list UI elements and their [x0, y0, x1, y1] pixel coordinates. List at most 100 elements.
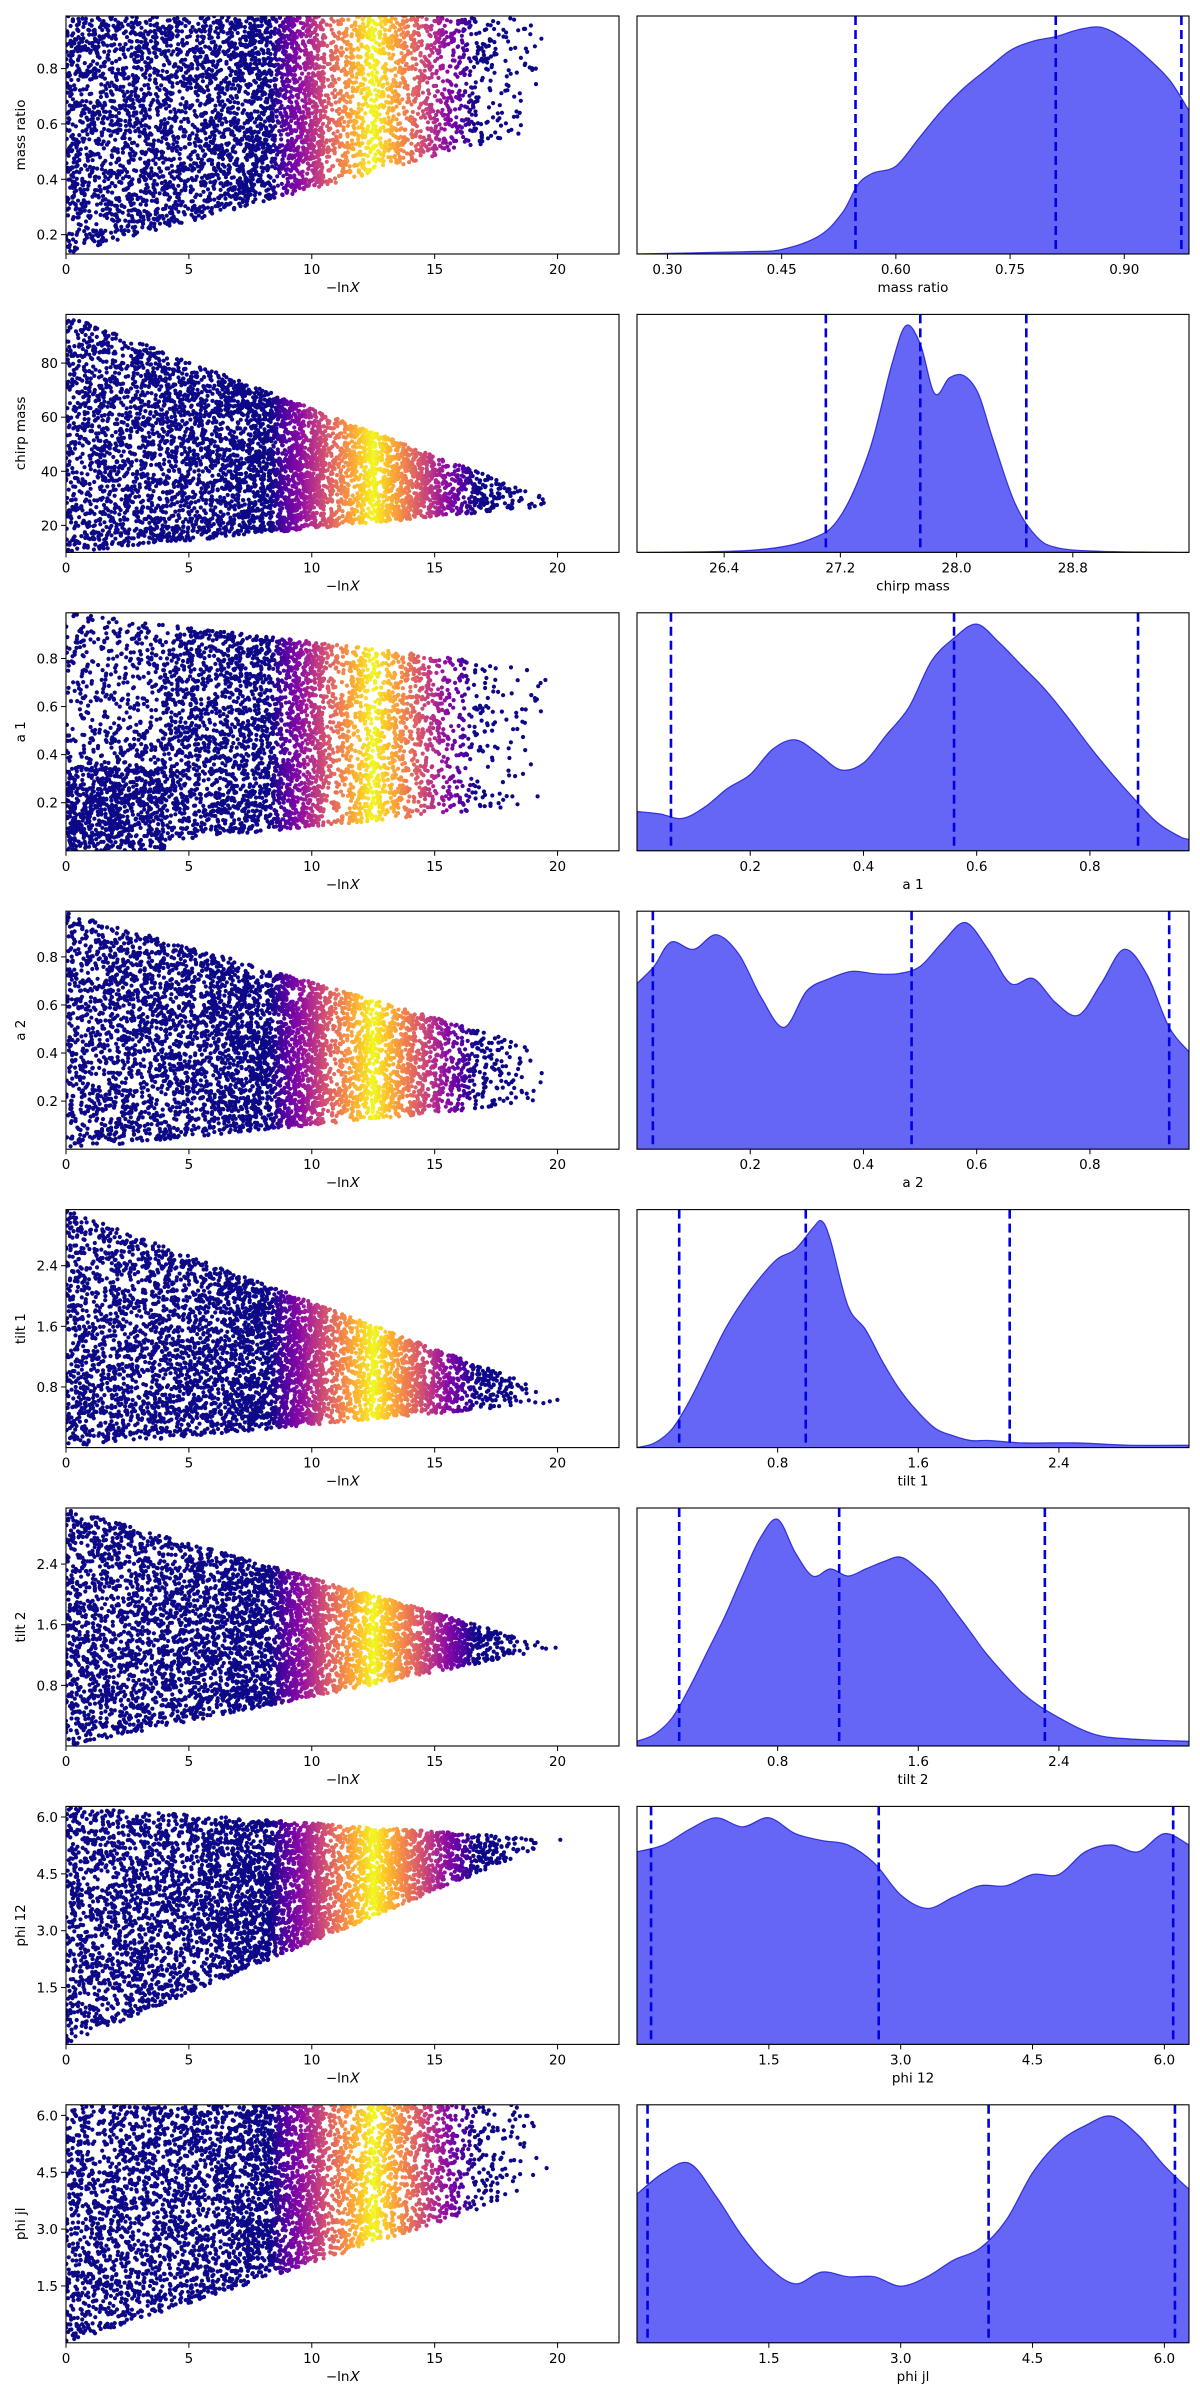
density-axes-4: [636, 1209, 1190, 1449]
scatter-4-xtick-label-4: 20: [549, 1456, 566, 1472]
scatter-5-xlabel: −ln𝑋: [326, 1772, 361, 1788]
scatter-2-ytick-label-2: 0.6: [37, 700, 58, 716]
density-1-xtick-label-2: 28.0: [942, 560, 972, 576]
density-area-5: [637, 1518, 1189, 1746]
scatter-6-xtick-label-3: 15: [426, 2052, 443, 2068]
scatter-3-xlabel: −ln𝑋: [326, 1175, 361, 1191]
scatter-1-xlabel: −ln𝑋: [326, 578, 361, 594]
scatter-7-ylabel: phi jl: [13, 2207, 29, 2240]
density-1-xtick-label-1: 27.2: [825, 560, 855, 576]
density-0-xtick-label-0: 0.30: [652, 262, 682, 278]
scatter-5-ytick-label-2: 2.4: [37, 1557, 58, 1573]
density-area-4: [637, 1219, 1189, 1448]
density-6-xlabel: phi 12: [892, 2070, 934, 2086]
scatter-2-ytick-label-0: 0.2: [37, 796, 58, 812]
density-2-xtick-label-2: 0.6: [966, 859, 987, 875]
scatter-4-xtick-label-2: 10: [303, 1456, 320, 1472]
scatter-points-1: [66, 318, 546, 553]
scatter-6-ytick-label-1: 3.0: [37, 1924, 58, 1940]
density-0-xtick-label-1: 0.45: [767, 262, 797, 278]
density-2-xlabel: a 1: [902, 877, 923, 893]
scatter-panel-2: 0.2 0.4 0.6 0.8 a 1 0 5 10 15 20 −ln𝑋: [13, 612, 620, 893]
density-7-xtick-label-3: 6.0: [1154, 2351, 1175, 2367]
density-4-xlabel: tilt 1: [898, 1474, 929, 1490]
scatter-points-7: [66, 2104, 549, 2343]
scatter-5-ylabel: tilt 2: [13, 1612, 29, 1643]
density-2-xtick-label-0: 0.2: [739, 859, 760, 875]
scatter-axes-6: [65, 1805, 620, 2045]
scatter-axes-7: [65, 2104, 620, 2344]
density-7-xlabel: phi jl: [897, 2369, 930, 2385]
density-5-xtick-label-1: 1.6: [908, 1754, 929, 1770]
scatter-2-xtick-label-0: 0: [62, 859, 71, 875]
scatter-1-xtick-label-1: 5: [185, 560, 194, 576]
scatter-7-xtick-label-1: 5: [185, 2351, 194, 2367]
scatter-points-6: [66, 1806, 563, 2044]
density-5-xtick-label-2: 2.4: [1048, 1754, 1069, 1770]
scatter-1-ytick-label-1: 40: [41, 464, 58, 480]
scatter-3-xtick-label-2: 10: [303, 1157, 320, 1173]
density-panel-2: 0.2 0.4 0.6 0.8 a 1: [636, 612, 1190, 893]
density-0-xlabel: mass ratio: [878, 280, 949, 296]
scatter-axes-5: [65, 1507, 620, 1747]
scatter-3-xtick-label-3: 15: [426, 1157, 443, 1173]
scatter-axes-1: [65, 313, 620, 553]
scatter-7-xtick-label-4: 20: [549, 2351, 566, 2367]
scatter-points-4: [66, 1209, 560, 1447]
scatter-0-ytick-label-2: 0.6: [37, 117, 58, 133]
scatter-1-ytick-label-3: 80: [41, 356, 58, 372]
density-6-xtick-label-0: 1.5: [758, 2052, 779, 2068]
scatter-3-ytick-label-1: 0.4: [37, 1046, 58, 1062]
scatter-3-xtick-label-1: 5: [185, 1157, 194, 1173]
scatter-4-ytick-label-0: 0.8: [37, 1380, 58, 1396]
density-area-7: [637, 2115, 1189, 2343]
density-area-1: [637, 324, 1189, 553]
density-panel-3: 0.2 0.4 0.6 0.8 a 2: [636, 910, 1190, 1191]
scatter-0-ytick-label-0: 0.2: [37, 228, 58, 244]
scatter-1-ytick-label-2: 60: [41, 410, 58, 426]
density-3-xlabel: a 2: [902, 1175, 923, 1191]
scatter-3-ylabel: a 2: [13, 1020, 29, 1041]
density-3-xtick-label-1: 0.4: [853, 1157, 874, 1173]
scatter-5-xtick-label-1: 5: [185, 1754, 194, 1770]
density-panel-7: 1.5 3.0 4.5 6.0 phi jl: [636, 2104, 1190, 2385]
density-3-xtick-label-0: 0.2: [739, 1157, 760, 1173]
density-panel-1: 26.4 27.2 28.0 28.8 chirp mass: [636, 313, 1190, 594]
scatter-3-xtick-label-0: 0: [62, 1157, 71, 1173]
density-axes-3: [636, 910, 1190, 1150]
scatter-2-xtick-label-2: 10: [303, 859, 320, 875]
scatter-7-ytick-label-1: 3.0: [37, 2222, 58, 2238]
scatter-axes-3: [65, 910, 620, 1150]
scatter-0-ytick-label-1: 0.4: [37, 172, 58, 188]
scatter-2-xtick-label-3: 15: [426, 859, 443, 875]
scatter-0-ylabel: mass ratio: [13, 100, 29, 171]
scatter-4-xtick-label-3: 15: [426, 1456, 443, 1472]
density-axes-0: [636, 15, 1190, 255]
scatter-4-ylabel: tilt 1: [13, 1313, 29, 1344]
density-area-6: [637, 1817, 1189, 2045]
density-2-xtick-label-1: 0.4: [853, 859, 874, 875]
scatter-panel-0: 0.2 0.4 0.6 0.8 mass ratio 0 5 10 15 20 −ln𝑋: [13, 15, 620, 296]
scatter-3-xtick-label-4: 20: [549, 1157, 566, 1173]
scatter-6-ytick-label-3: 6.0: [37, 1810, 58, 1826]
density-1-xtick-label-3: 28.8: [1058, 560, 1088, 576]
scatter-3-ytick-label-3: 0.8: [37, 950, 58, 966]
scatter-6-xtick-label-2: 10: [303, 2052, 320, 2068]
scatter-5-xtick-label-3: 15: [426, 1754, 443, 1770]
scatter-4-xtick-label-0: 0: [62, 1456, 71, 1472]
scatter-0-ytick-label-3: 0.8: [37, 62, 58, 78]
density-3-xtick-label-2: 0.6: [966, 1157, 987, 1173]
density-panel-6: 1.5 3.0 4.5 6.0 phi 12: [636, 1805, 1190, 2086]
scatter-points-0: [66, 16, 544, 254]
density-5-xlabel: tilt 2: [898, 1772, 929, 1788]
scatter-4-xtick-label-1: 5: [185, 1456, 194, 1472]
scatter-0-xtick-label-1: 5: [185, 262, 194, 278]
scatter-6-xlabel: −ln𝑋: [326, 2070, 361, 2086]
scatter-3-ytick-label-0: 0.2: [37, 1094, 58, 1110]
scatter-panel-3: 0.2 0.4 0.6 0.8 a 2 0 5 10 15 20 −ln𝑋: [13, 910, 620, 1191]
density-2-xtick-label-3: 0.8: [1079, 859, 1100, 875]
scatter-2-ylabel: a 1: [13, 721, 29, 742]
density-panel-4: 0.8 1.6 2.4 tilt 1: [636, 1209, 1190, 1490]
density-axes-1: [636, 313, 1190, 553]
